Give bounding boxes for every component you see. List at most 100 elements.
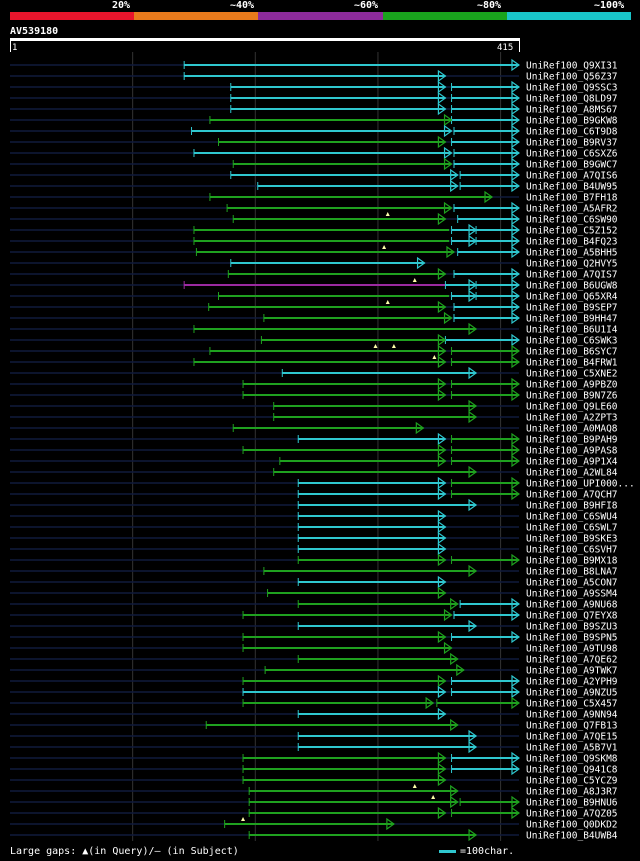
query-gap-marker: [385, 212, 390, 216]
hit-end-arrow: [437, 509, 447, 523]
hit-label: UniRef100_A7QZ05: [526, 809, 618, 820]
hit-label: UniRef100_B6UGW8: [526, 281, 618, 292]
hit-end-arrow: [468, 828, 478, 842]
hit-label: UniRef100_B9N7Z6: [526, 391, 618, 402]
legend-swatch-100: [506, 12, 632, 20]
hit-end-arrow: [437, 80, 447, 94]
hit-end-arrow: [511, 113, 521, 127]
hit-end-arrow: [450, 179, 459, 193]
hit-end-arrow: [437, 432, 447, 446]
large-gaps-legend: Large gaps: ▲(in Query)/– (in Subject): [10, 846, 239, 857]
hit-end-arrow: [511, 454, 521, 468]
hit-end-arrow: [468, 322, 478, 336]
hit-end-arrow: [511, 91, 521, 105]
hit-end-arrow: [437, 586, 447, 600]
hit-end-arrow: [437, 300, 447, 314]
hit-end-arrow: [511, 344, 521, 358]
hit-end-arrow: [437, 762, 447, 776]
hit-end-arrow: [468, 619, 478, 633]
hit-label: UniRef100_A0MAQ8: [526, 424, 618, 435]
hit-end-arrow: [450, 795, 459, 809]
hit-end-arrow: [511, 124, 521, 138]
hit-label: UniRef100_A5B7V1: [526, 743, 618, 754]
hit-end-arrow: [511, 102, 521, 116]
hit-label: UniRef100_A9NN94: [526, 710, 618, 721]
hit-end-arrow: [437, 630, 447, 644]
hit-end-arrow: [511, 58, 521, 72]
hit-end-arrow: [511, 333, 521, 347]
hit-end-arrow: [468, 399, 478, 413]
hit-end-arrow: [511, 696, 521, 710]
hit-end-arrow: [468, 740, 478, 754]
hit-end-arrow: [437, 674, 447, 688]
hit-end-arrow: [511, 267, 521, 281]
hit-label: UniRef100_B4UWB4: [526, 831, 618, 842]
hit-end-arrow: [450, 652, 459, 666]
hit-label: UniRef100_B9MX18: [526, 556, 618, 567]
hit-label: UniRef100_C6SWK3: [526, 336, 618, 347]
hit-end-arrow: [511, 80, 521, 94]
hit-label: UniRef100_A9TU98: [526, 644, 618, 655]
hit-label: UniRef100_B4UW95: [526, 182, 618, 193]
hit-label: UniRef100_Q9LE60: [526, 402, 618, 413]
hit-end-arrow: [437, 454, 447, 468]
hit-end-arrow: [437, 553, 447, 567]
hit-label: UniRef100_Q941C8: [526, 765, 618, 776]
hit-end-arrow: [511, 146, 521, 160]
hit-end-arrow: [443, 311, 453, 325]
hit-end-arrow: [468, 223, 478, 237]
hit-end-arrow: [511, 388, 521, 402]
legend-label-20: 20%: [112, 0, 131, 11]
query-gap-marker: [412, 278, 417, 282]
hit-end-arrow: [511, 630, 521, 644]
hit-end-arrow: [437, 377, 447, 391]
hit-end-arrow: [437, 91, 447, 105]
hit-label: UniRef100_B9GKW8: [526, 116, 618, 127]
hit-end-arrow: [468, 234, 478, 248]
hit-label: UniRef100_A5BHH5: [526, 248, 618, 259]
hit-label: UniRef100_C6SVH7: [526, 545, 618, 556]
hit-label: UniRef100_A9PAS8: [526, 446, 618, 457]
hit-label: UniRef100_C6SWU4: [526, 512, 618, 523]
hit-end-arrow: [511, 685, 521, 699]
hit-label: UniRef100_A7QIS7: [526, 270, 618, 281]
hit-end-arrow: [443, 146, 453, 160]
hit-end-arrow: [511, 806, 521, 820]
scale-label: =100char.: [460, 846, 515, 857]
hit-label: UniRef100_A9SSM4: [526, 589, 618, 600]
hit-end-arrow: [450, 718, 459, 732]
hit-end-arrow: [511, 168, 521, 182]
query-gap-marker: [373, 344, 378, 348]
hit-end-arrow: [511, 762, 521, 776]
hit-end-arrow: [415, 421, 425, 435]
hit-label: UniRef100_Q7EYX8: [526, 611, 618, 622]
hit-label: UniRef100_C5XNE2: [526, 369, 618, 380]
hit-end-arrow: [511, 245, 521, 259]
hit-label: UniRef100_Q65XR4: [526, 292, 618, 303]
hit-end-arrow: [468, 564, 478, 578]
hit-end-arrow: [437, 135, 447, 149]
hit-label: UniRef100_A9P1X4: [526, 457, 618, 468]
hit-label: UniRef100_C6SWL7: [526, 523, 618, 534]
query-gap-marker: [382, 245, 387, 249]
hit-label: UniRef100_B9HFI8: [526, 501, 618, 512]
hit-end-arrow: [511, 179, 521, 193]
query-gap-marker: [432, 355, 437, 359]
hit-end-arrow: [437, 443, 447, 457]
hit-label: UniRef100_B6SYC7: [526, 347, 618, 358]
hit-label: UniRef100_A7QCH7: [526, 490, 618, 501]
hit-end-arrow: [437, 707, 447, 721]
hit-end-arrow: [443, 608, 453, 622]
hit-label: UniRef100_A8J3R7: [526, 787, 618, 798]
query-gap-marker: [431, 795, 436, 799]
hit-end-arrow: [443, 641, 453, 655]
hit-end-arrow: [416, 256, 426, 270]
hit-label: UniRef100_B9GWC7: [526, 160, 618, 171]
query-gap-marker: [391, 344, 396, 348]
hit-end-arrow: [437, 575, 447, 589]
hit-end-arrow: [437, 685, 447, 699]
hit-label: UniRef100_A5CON7: [526, 578, 618, 589]
hit-label: UniRef100_B9HH47: [526, 314, 618, 325]
hit-label: UniRef100_Q9XI31: [526, 61, 618, 72]
hit-label: UniRef100_B9PAH9: [526, 435, 618, 446]
